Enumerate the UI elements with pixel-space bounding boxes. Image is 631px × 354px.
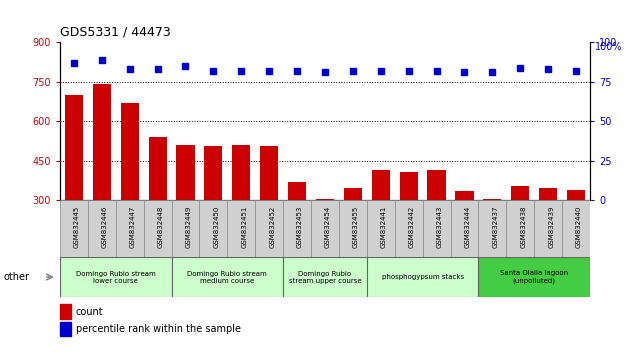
Bar xyxy=(232,145,251,279)
FancyBboxPatch shape xyxy=(172,200,199,257)
Text: GSM832439: GSM832439 xyxy=(548,206,554,248)
FancyBboxPatch shape xyxy=(60,257,172,297)
Text: GSM832453: GSM832453 xyxy=(297,206,303,248)
Bar xyxy=(148,137,167,279)
Text: count: count xyxy=(76,307,103,316)
Bar xyxy=(60,322,71,336)
Bar xyxy=(567,189,585,279)
FancyBboxPatch shape xyxy=(144,200,172,257)
FancyBboxPatch shape xyxy=(199,200,227,257)
Bar xyxy=(65,95,83,279)
Text: GSM832447: GSM832447 xyxy=(130,206,136,248)
Text: GSM832442: GSM832442 xyxy=(409,206,415,248)
Bar xyxy=(372,170,390,279)
FancyBboxPatch shape xyxy=(451,200,478,257)
Text: Domingo Rubio stream
medium course: Domingo Rubio stream medium course xyxy=(187,270,267,284)
Text: other: other xyxy=(3,272,29,282)
FancyBboxPatch shape xyxy=(227,200,255,257)
Bar xyxy=(93,85,111,279)
FancyBboxPatch shape xyxy=(283,200,311,257)
Text: GSM832450: GSM832450 xyxy=(213,206,220,248)
Text: GSM832451: GSM832451 xyxy=(241,206,247,248)
FancyBboxPatch shape xyxy=(367,257,478,297)
Text: Domingo Rubio stream
lower course: Domingo Rubio stream lower course xyxy=(76,270,156,284)
Text: GSM832437: GSM832437 xyxy=(492,206,498,248)
Bar xyxy=(204,146,223,279)
Text: GDS5331 / 44473: GDS5331 / 44473 xyxy=(60,26,171,39)
FancyBboxPatch shape xyxy=(115,200,144,257)
Text: GSM832444: GSM832444 xyxy=(464,206,471,248)
Text: GSM832446: GSM832446 xyxy=(102,206,108,248)
Text: GSM832440: GSM832440 xyxy=(576,206,582,248)
Bar xyxy=(399,172,418,279)
Bar xyxy=(539,188,557,279)
Bar xyxy=(177,145,194,279)
FancyBboxPatch shape xyxy=(60,200,88,257)
Bar xyxy=(316,199,334,279)
Text: Domingo Rubio
stream upper course: Domingo Rubio stream upper course xyxy=(288,270,362,284)
Text: GSM832438: GSM832438 xyxy=(520,206,526,248)
FancyBboxPatch shape xyxy=(478,200,506,257)
Bar xyxy=(288,182,306,279)
Text: GSM832449: GSM832449 xyxy=(186,206,191,248)
Bar xyxy=(260,146,278,279)
FancyBboxPatch shape xyxy=(283,257,367,297)
Bar xyxy=(483,199,502,279)
Text: percentile rank within the sample: percentile rank within the sample xyxy=(76,324,240,334)
Text: 100%: 100% xyxy=(595,42,623,52)
Bar xyxy=(511,185,529,279)
Bar xyxy=(456,191,473,279)
FancyBboxPatch shape xyxy=(255,200,283,257)
FancyBboxPatch shape xyxy=(562,200,590,257)
Text: GSM832452: GSM832452 xyxy=(269,206,275,248)
FancyBboxPatch shape xyxy=(534,200,562,257)
Text: GSM832445: GSM832445 xyxy=(74,206,80,248)
FancyBboxPatch shape xyxy=(172,257,283,297)
FancyBboxPatch shape xyxy=(395,200,423,257)
FancyBboxPatch shape xyxy=(367,200,395,257)
Bar xyxy=(60,304,71,319)
Text: GSM832441: GSM832441 xyxy=(380,206,387,248)
FancyBboxPatch shape xyxy=(423,200,451,257)
Text: GSM832448: GSM832448 xyxy=(158,206,163,248)
FancyBboxPatch shape xyxy=(506,200,534,257)
FancyBboxPatch shape xyxy=(311,200,339,257)
Bar xyxy=(121,103,139,279)
FancyBboxPatch shape xyxy=(478,257,590,297)
Text: phosphogypsum stacks: phosphogypsum stacks xyxy=(382,274,464,280)
FancyBboxPatch shape xyxy=(339,200,367,257)
FancyBboxPatch shape xyxy=(88,200,115,257)
Text: GSM832454: GSM832454 xyxy=(325,206,331,248)
Text: GSM832443: GSM832443 xyxy=(437,206,442,248)
Bar xyxy=(427,170,445,279)
Bar xyxy=(344,188,362,279)
Text: Santa Olalla lagoon
(unpolluted): Santa Olalla lagoon (unpolluted) xyxy=(500,270,569,284)
Text: GSM832455: GSM832455 xyxy=(353,206,359,248)
